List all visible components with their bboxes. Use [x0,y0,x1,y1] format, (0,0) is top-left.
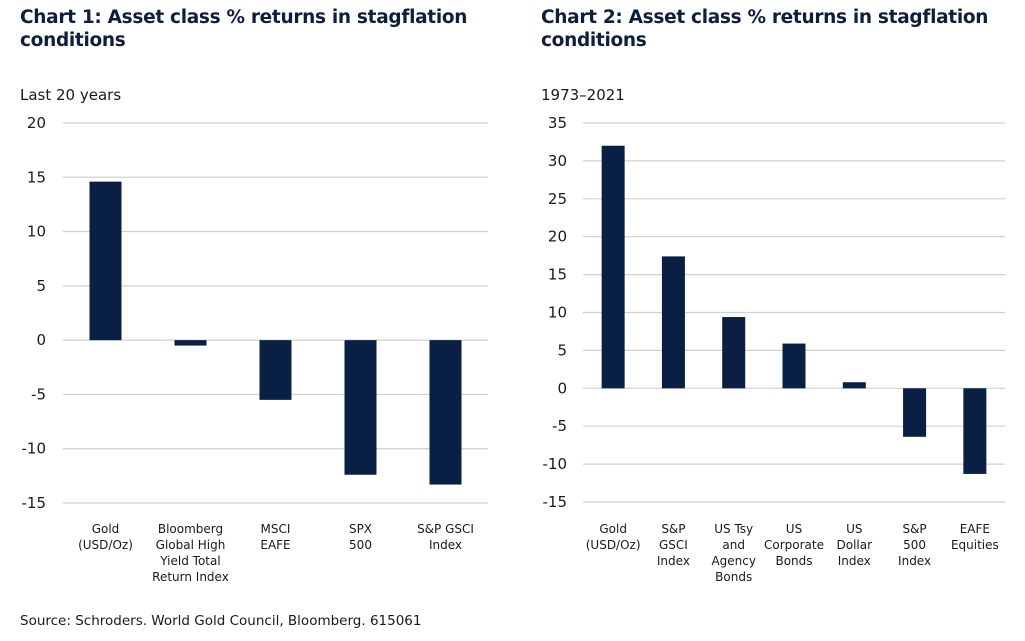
y-tick-label: -5 [31,385,46,403]
bar [722,317,746,389]
chart-1-title: Chart 1: Asset class % returns in stagfl… [20,7,468,51]
bar [174,340,207,346]
bar [89,181,122,341]
x-category-label: EAFE Equities [951,522,999,552]
x-category-label: S&P 500 Index [898,522,931,568]
bar [963,388,987,474]
chart-1-subtitle: Last 20 years [20,86,122,104]
x-category-label: US Tsy and Agency Bonds [711,522,756,584]
x-category-label: US Dollar Index [837,522,873,568]
y-tick-label: 25 [548,190,567,208]
chart-2-title: Chart 2: Asset class % returns in stagfl… [541,7,989,51]
y-tick-label: 15 [27,168,46,186]
y-tick-label: 20 [27,114,46,132]
x-category-label: US Corporate Bonds [764,522,824,568]
bar [903,388,927,437]
bar [782,343,806,389]
x-category-label: S&P GSCI Index [417,522,474,552]
y-tick-label: 0 [36,331,46,349]
chart-2: 35 30 25 20 15 10 5 0 -5 -10 -15 Gold (USD/Oz) S&P GSC… [543,114,1005,584]
bar [842,382,866,389]
bar [601,145,625,389]
y-tick-label: 35 [548,114,567,132]
y-tick-label: 20 [548,228,567,246]
y-tick-label: -15 [22,494,47,512]
y-tick-label: -15 [543,493,568,511]
bar [259,340,292,400]
chart-1: 20 15 10 5 0 -5 -10 -15 Gold (USD/Oz) Bloomberg Glo… [22,114,488,584]
y-tick-label: 0 [557,379,567,397]
y-tick-label: -5 [552,417,567,435]
x-category-label: Bloomberg Global High Yield Total Return In… [152,522,229,584]
x-category-label: MSCI EAFE [260,522,290,552]
chart-2-subtitle: 1973–2021 [541,86,625,104]
y-tick-label: 10 [27,223,46,241]
y-tick-label: 5 [557,341,567,359]
y-tick-label: 10 [548,304,567,322]
y-tick-label: 15 [548,266,567,284]
bar [661,256,685,389]
source-note: Source: Schroders. World Gold Council, B… [20,613,422,629]
y-tick-label: -10 [22,440,47,458]
x-category-label: Gold (USD/Oz) [586,522,641,552]
y-tick-label: 5 [36,277,46,295]
y-tick-label: 30 [548,152,567,170]
x-category-label: SPX 500 [349,522,372,552]
x-category-label: S&P GSCI Index [657,522,690,568]
bar [429,340,462,485]
x-category-label: Gold (USD/Oz) [78,522,133,552]
bar [344,340,377,475]
y-tick-label: -10 [543,455,568,473]
